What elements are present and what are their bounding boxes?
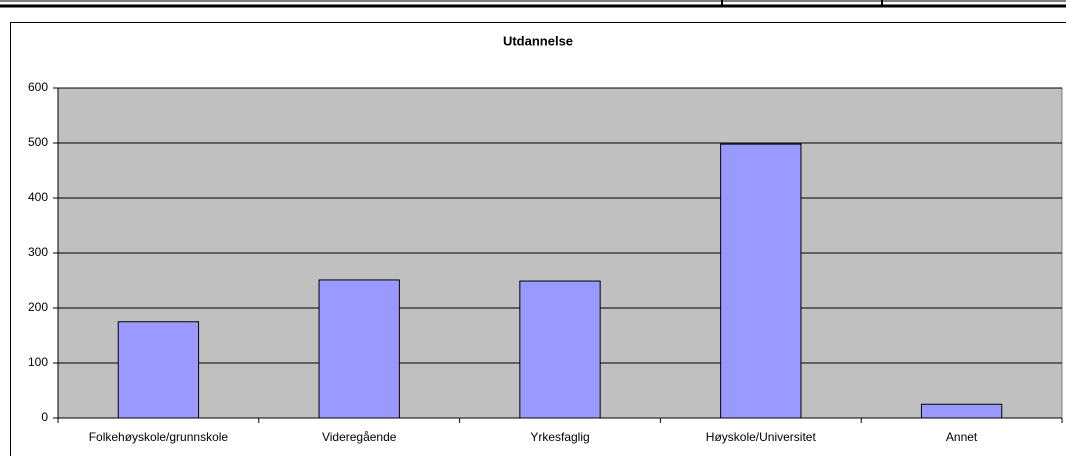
y-tick-label: 400	[28, 190, 48, 204]
y-tick-label: 100	[28, 355, 48, 369]
bar	[519, 280, 601, 419]
y-tick-label: 200	[28, 300, 48, 314]
y-tick-label: 0	[41, 410, 48, 424]
bar	[720, 143, 802, 419]
x-tick-label: Folkehøyskole/grunnskole	[89, 430, 229, 444]
chart-title: Utdannelse	[503, 33, 573, 48]
x-tick-label: Yrkesfaglig	[530, 430, 589, 444]
y-tick-label: 300	[28, 245, 48, 259]
bar	[318, 279, 400, 419]
y-tick-label: 500	[28, 135, 48, 149]
bar	[117, 321, 200, 419]
x-tick-label: Annet	[946, 430, 978, 444]
y-tick-label: 600	[28, 80, 48, 94]
bar	[920, 403, 1003, 419]
x-tick-label: Høyskole/Universitet	[706, 430, 817, 444]
x-tick-label: Videregående	[322, 430, 397, 444]
